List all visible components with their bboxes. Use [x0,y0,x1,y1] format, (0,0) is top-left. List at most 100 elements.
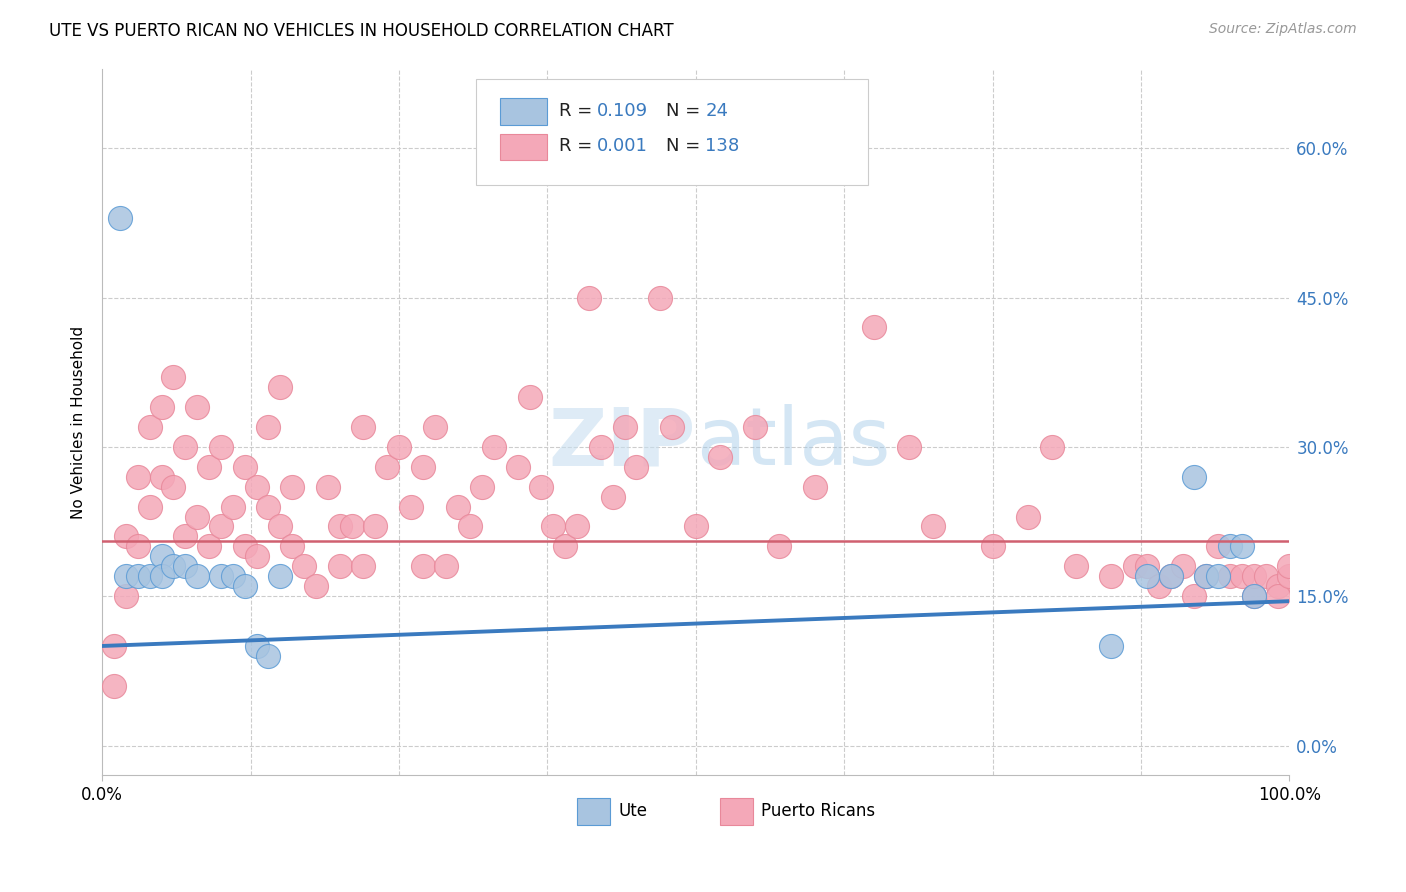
Point [1230,540,1253,554]
Point [233,579,256,593]
Text: R =: R = [560,102,599,120]
Text: 138: 138 [706,137,740,155]
Point [209,519,232,533]
Point [186,569,208,583]
Point [305,579,328,593]
Point [186,509,208,524]
Text: R =: R = [560,137,599,155]
Point [399,500,422,514]
Point [436,559,458,574]
Point [222,500,245,514]
Point [245,639,267,653]
Point [1136,569,1159,583]
Point [138,420,160,434]
Point [863,320,886,334]
Point [1160,569,1182,583]
Point [292,559,315,574]
Point [1099,569,1122,583]
Text: 0.109: 0.109 [598,102,648,120]
Point [1136,559,1159,574]
Point [340,519,363,533]
Point [506,459,529,474]
Point [1243,569,1265,583]
Point [530,480,553,494]
Point [1243,589,1265,603]
Point [1278,569,1301,583]
Point [554,540,576,554]
Point [127,540,149,554]
Point [269,380,291,394]
Point [1123,559,1146,574]
Point [174,440,197,454]
Point [162,559,184,574]
Point [127,569,149,583]
Point [1243,589,1265,603]
Point [613,420,636,434]
Point [316,480,339,494]
Text: 24: 24 [706,102,728,120]
Point [245,480,267,494]
Point [388,440,411,454]
Point [1254,569,1277,583]
Point [186,400,208,414]
Point [685,519,707,533]
Point [1219,569,1241,583]
Point [115,569,138,583]
Point [1064,559,1087,574]
Point [329,559,352,574]
Point [543,519,565,533]
Point [565,519,588,533]
Point [803,480,825,494]
Text: 0.001: 0.001 [598,137,648,155]
Point [364,519,387,533]
Text: N =: N = [666,137,706,155]
Point [1147,579,1170,593]
Point [162,370,184,384]
Point [127,469,149,483]
Point [138,500,160,514]
Point [233,540,256,554]
Point [471,480,494,494]
Text: Puerto Ricans: Puerto Ricans [761,803,875,821]
Point [1099,639,1122,653]
Point [578,291,600,305]
Point [352,559,374,574]
Text: ZIP: ZIP [548,404,696,483]
Point [1040,440,1063,454]
Point [150,549,173,564]
Point [1195,569,1218,583]
Point [103,639,125,653]
Point [1206,540,1229,554]
Point [257,648,280,663]
Point [1230,569,1253,583]
Bar [501,98,547,125]
Point [115,529,138,543]
Point [1195,569,1218,583]
Point [1206,569,1229,583]
Point [519,390,541,404]
Point [1171,559,1194,574]
Text: N =: N = [666,102,706,120]
Point [150,569,173,583]
Point [281,540,304,554]
Text: UTE VS PUERTO RICAN NO VEHICLES IN HOUSEHOLD CORRELATION CHART: UTE VS PUERTO RICAN NO VEHICLES IN HOUSE… [49,22,673,40]
Point [898,440,921,454]
Point [768,540,790,554]
Point [412,459,434,474]
Point [245,549,267,564]
Point [1017,509,1039,524]
Point [458,519,481,533]
Text: Source: ZipAtlas.com: Source: ZipAtlas.com [1209,22,1357,37]
Point [661,420,683,434]
Point [744,420,766,434]
Point [198,540,221,554]
Point [174,529,197,543]
Point [1219,540,1241,554]
Point [1184,469,1206,483]
Text: atlas: atlas [696,404,890,483]
Point [162,480,184,494]
Point [1160,569,1182,583]
Bar [720,798,752,825]
Point [352,420,374,434]
Point [602,490,624,504]
